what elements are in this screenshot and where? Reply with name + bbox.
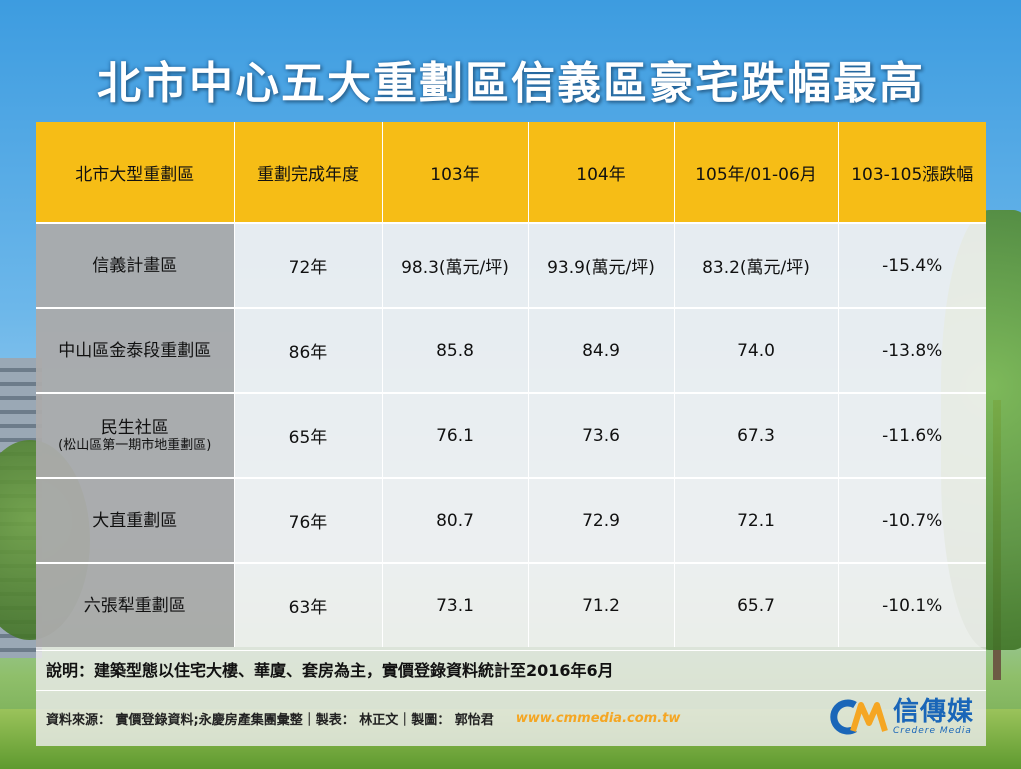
row-completion-year: 72年 bbox=[234, 222, 383, 308]
row-price-105: 65.7 bbox=[674, 562, 839, 647]
table-row: 民生社區 (松山區第一期市地重劃區) 65年 76.1 73.6 67.3 -1… bbox=[36, 392, 986, 478]
website-link[interactable]: www.cmmedia.com.tw bbox=[515, 711, 681, 726]
row-price-104: 72.9 bbox=[528, 477, 675, 563]
footer-bar: 資料來源： 實價登錄資料;永慶房產集團彙整｜製表： 林正文｜製圖： 郭怡君 ww… bbox=[36, 690, 986, 746]
header-cell-change: 103-105漲跌幅 bbox=[838, 122, 986, 223]
district-name: 中山區金泰段重劃區 bbox=[58, 340, 212, 361]
table-row: 中山區金泰段重劃區 86年 85.8 84.9 74.0 -13.8% bbox=[36, 307, 986, 393]
row-change: -11.6% bbox=[838, 392, 986, 478]
row-price-103: 85.8 bbox=[382, 307, 529, 393]
logo-text: 信傳媒 Credere Media bbox=[893, 698, 974, 736]
row-completion-year: 63年 bbox=[234, 562, 383, 647]
row-price-103: 80.7 bbox=[382, 477, 529, 563]
header-cell-district: 北市大型重劃區 bbox=[36, 122, 235, 223]
row-price-105: 72.1 bbox=[674, 477, 839, 563]
header-cell-completion-year: 重劃完成年度 bbox=[234, 122, 383, 223]
district-name: 信義計畫區 bbox=[92, 255, 178, 276]
table-row: 六張犁重劃區 63年 73.1 71.2 65.7 -10.1% bbox=[36, 562, 986, 647]
table-row: 大直重劃區 76年 80.7 72.9 72.1 -10.7% bbox=[36, 477, 986, 563]
row-completion-year: 76年 bbox=[234, 477, 383, 563]
row-price-104: 71.2 bbox=[528, 562, 675, 647]
row-price-105: 83.2(萬元/坪) bbox=[674, 222, 839, 308]
table-row: 信義計畫區 72年 98.3(萬元/坪) 93.9(萬元/坪) 83.2(萬元/… bbox=[36, 222, 986, 308]
row-change: -10.7% bbox=[838, 477, 986, 563]
row-change: -15.4% bbox=[838, 222, 986, 308]
row-price-104: 84.9 bbox=[528, 307, 675, 393]
header-cell-104: 104年 bbox=[528, 122, 675, 223]
logo-name: 信傳媒 bbox=[892, 697, 974, 727]
logo-subtitle: Credere Media bbox=[892, 726, 972, 736]
district-name: 六張犁重劃區 bbox=[83, 595, 186, 616]
source-credit: 資料來源： 實價登錄資料;永慶房產集團彙整｜製表： 林正文｜製圖： 郭怡君 bbox=[46, 713, 494, 728]
brand-logo: 信傳媒 Credere Media bbox=[825, 697, 974, 737]
row-district-name: 民生社區 (松山區第一期市地重劃區) bbox=[36, 392, 235, 478]
row-district-name: 大直重劃區 bbox=[36, 477, 235, 563]
header-cell-103: 103年 bbox=[382, 122, 529, 223]
footnote: 說明：建築型態以住宅大樓、華廈、套房為主，實價登錄資料統計至2016年6月 bbox=[36, 650, 986, 686]
row-district-name: 六張犁重劃區 bbox=[36, 562, 235, 647]
row-price-105: 74.0 bbox=[674, 307, 839, 393]
row-price-104: 93.9(萬元/坪) bbox=[528, 222, 675, 308]
page-title: 北市中心五大重劃區信義區豪宅跌幅最高 bbox=[97, 58, 925, 109]
table-header-row: 北市大型重劃區 重劃完成年度 103年 104年 105年/01-06月 103… bbox=[36, 122, 986, 223]
row-price-103: 73.1 bbox=[382, 562, 529, 647]
row-completion-year: 86年 bbox=[234, 307, 383, 393]
row-district-name: 中山區金泰段重劃區 bbox=[36, 307, 235, 393]
header-cell-105: 105年/01-06月 bbox=[674, 122, 839, 223]
district-name: 民生社區 bbox=[100, 417, 169, 438]
district-subname: (松山區第一期市地重劃區) bbox=[58, 437, 212, 453]
row-price-104: 73.6 bbox=[528, 392, 675, 478]
row-change: -13.8% bbox=[838, 307, 986, 393]
row-price-105: 67.3 bbox=[674, 392, 839, 478]
row-change: -10.1% bbox=[838, 562, 986, 647]
row-price-103: 98.3(萬元/坪) bbox=[382, 222, 529, 308]
cm-logo-icon bbox=[830, 699, 888, 735]
district-name: 大直重劃區 bbox=[92, 510, 178, 531]
row-completion-year: 65年 bbox=[234, 392, 383, 478]
row-price-103: 76.1 bbox=[382, 392, 529, 478]
data-table: 北市大型重劃區 重劃完成年度 103年 104年 105年/01-06月 103… bbox=[36, 122, 986, 647]
row-district-name: 信義計畫區 bbox=[36, 222, 235, 308]
